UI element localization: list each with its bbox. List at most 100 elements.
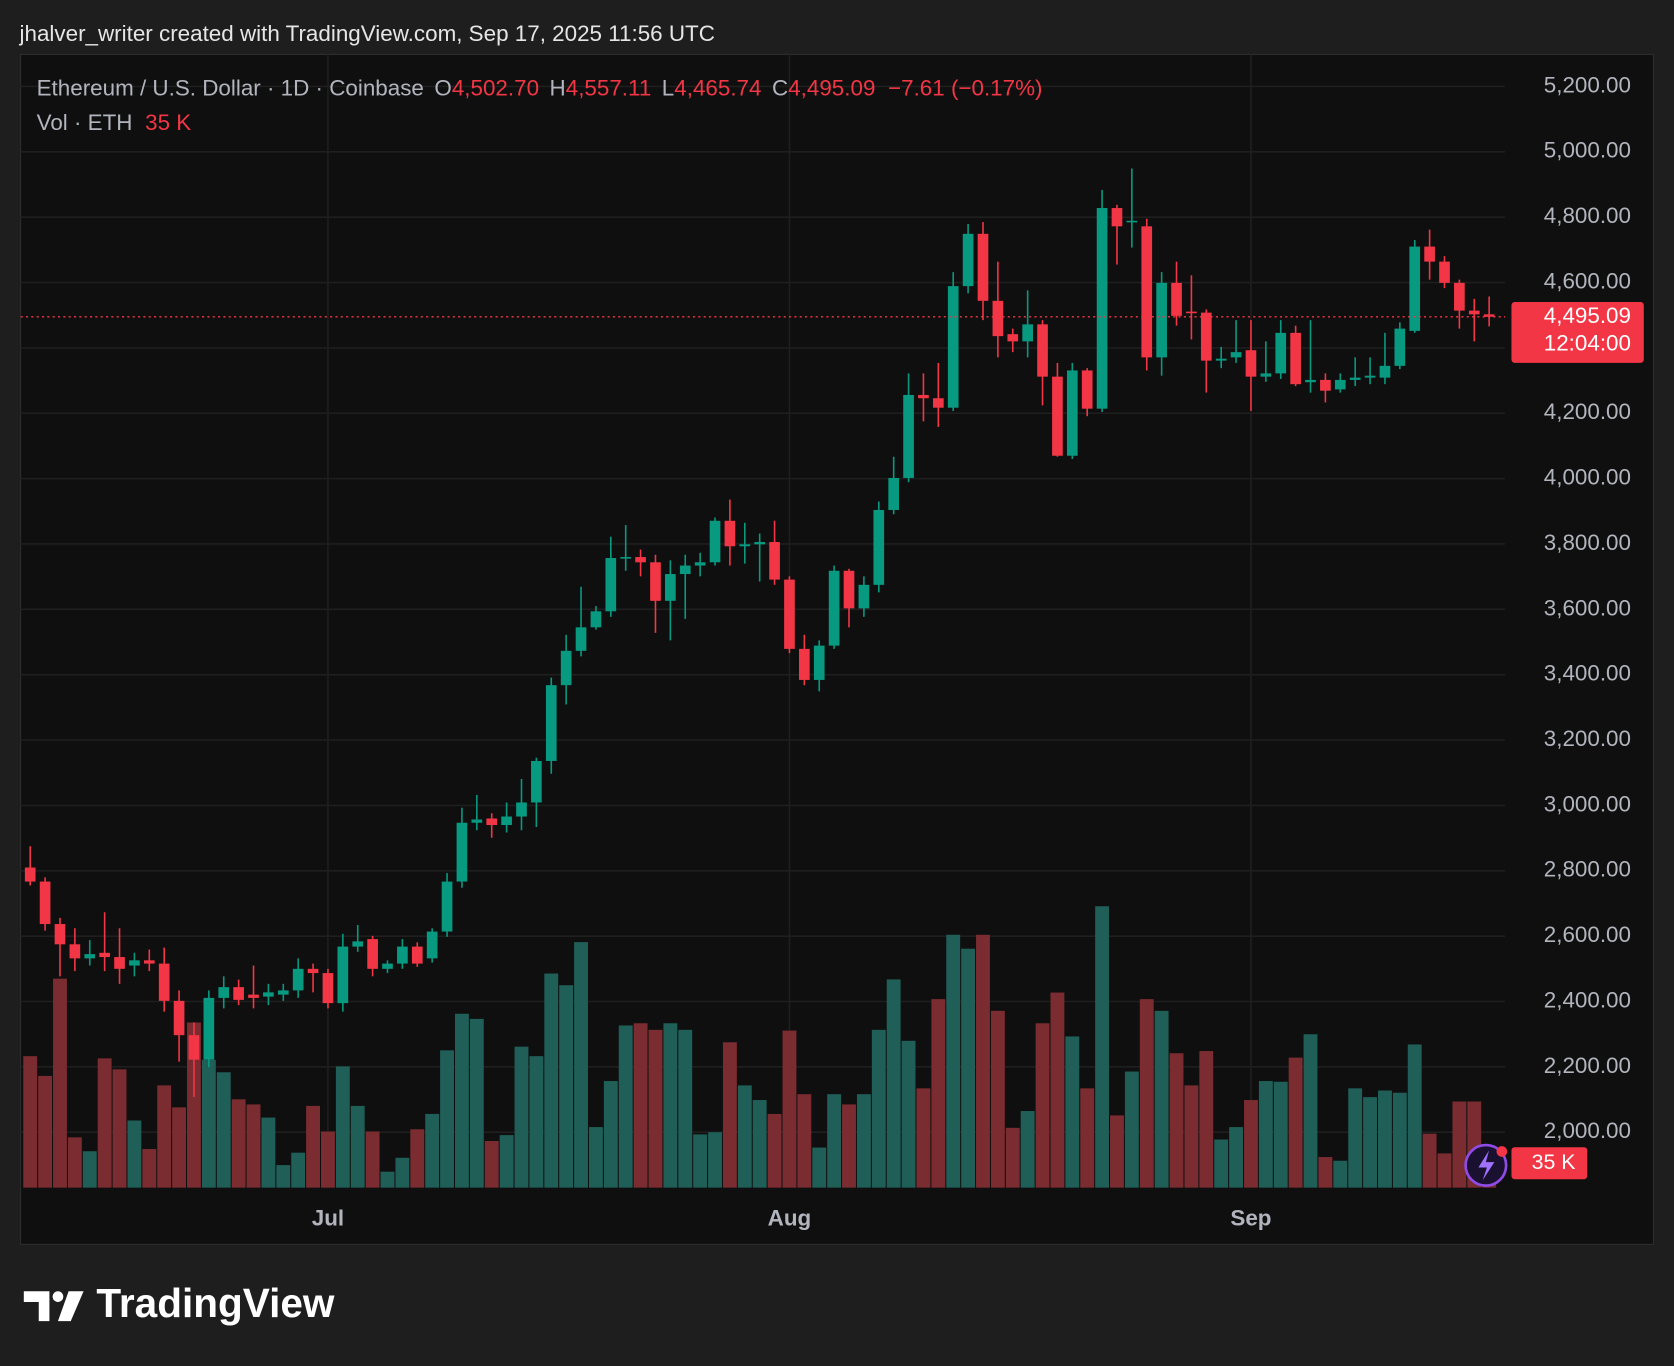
candle-body xyxy=(1081,370,1093,409)
candle-body xyxy=(143,960,155,964)
candle-body xyxy=(501,816,512,826)
volume-bar xyxy=(1333,1160,1348,1188)
volume-bar xyxy=(976,934,990,1188)
volume-bar xyxy=(1005,1127,1020,1188)
volume-bar xyxy=(1258,1081,1273,1188)
volume-bar xyxy=(603,1081,618,1188)
y-tick-label: 4,800.00 xyxy=(1544,203,1631,228)
candle-body xyxy=(263,992,274,997)
candle-body xyxy=(277,990,289,995)
candle-body xyxy=(992,300,1004,337)
candle-body xyxy=(1037,324,1048,377)
price-tag xyxy=(1511,302,1644,363)
candle-body xyxy=(411,946,423,964)
volume-bar xyxy=(946,934,961,1188)
high-key: H xyxy=(550,76,566,101)
volume-bar xyxy=(559,985,574,1188)
volume-bar xyxy=(425,1113,440,1188)
change: −7.61 (−0.17%) xyxy=(888,76,1042,101)
candle-body xyxy=(1126,220,1138,223)
y-tick-label: 3,000.00 xyxy=(1544,791,1631,816)
volume-tag-label: 35 K xyxy=(1532,1150,1576,1174)
volume-bar xyxy=(574,942,588,1188)
volume-bar xyxy=(812,1147,827,1188)
candle-body xyxy=(1349,377,1361,380)
assistant-icon[interactable] xyxy=(1464,1143,1508,1187)
candle-body xyxy=(769,542,780,580)
volume-bar xyxy=(1378,1090,1392,1188)
volume-bar xyxy=(737,1085,752,1188)
candle-body xyxy=(292,968,304,991)
volume-bar xyxy=(365,1131,380,1188)
candle-body xyxy=(516,802,527,817)
candle-body xyxy=(397,946,408,964)
grid xyxy=(20,54,1506,1188)
candle-body xyxy=(99,952,110,958)
close-value: 4,495.09 xyxy=(788,76,875,101)
volume-bar xyxy=(886,979,901,1188)
candle-body xyxy=(203,997,215,1060)
volume-bar xyxy=(395,1157,410,1188)
candle-body xyxy=(1171,282,1182,316)
volume-bar xyxy=(1437,1153,1452,1188)
volume-bar xyxy=(1035,1023,1050,1188)
volume-tag xyxy=(1511,1147,1588,1180)
volume-bar xyxy=(1184,1085,1199,1188)
candle-body xyxy=(962,233,974,287)
candle-body xyxy=(724,520,736,547)
candle-body xyxy=(1260,373,1272,377)
volume-bar xyxy=(1452,1101,1467,1188)
candle-body xyxy=(233,987,244,1000)
candle-body xyxy=(426,931,438,959)
y-tick-label: 2,600.00 xyxy=(1544,922,1631,947)
volume-bar xyxy=(306,1105,321,1188)
y-tick-label: 3,800.00 xyxy=(1544,530,1631,555)
candle-body xyxy=(1066,370,1078,456)
chart-panel xyxy=(20,53,1654,1245)
volume-bar xyxy=(752,1100,767,1188)
candle-body xyxy=(873,509,885,585)
volume-bar xyxy=(1065,1036,1080,1188)
volume-bar xyxy=(1392,1092,1407,1188)
candle-body xyxy=(932,398,944,408)
candle-body xyxy=(24,867,36,882)
volume-bar xyxy=(23,1056,38,1188)
symbol: Ethereum / U.S. Dollar · 1D · Coinbase xyxy=(37,76,424,101)
candle-body xyxy=(173,1000,185,1036)
candle-body xyxy=(54,924,66,945)
volume-bar xyxy=(246,1104,261,1188)
candle-body xyxy=(1022,324,1033,342)
candle-body xyxy=(1215,358,1227,361)
candle-body xyxy=(560,650,572,686)
candle-body xyxy=(1305,379,1316,383)
candle-body xyxy=(188,1035,200,1060)
candle-body xyxy=(1186,311,1197,314)
candle-body xyxy=(322,973,334,1004)
candle-body xyxy=(1364,375,1376,378)
candle-body xyxy=(709,520,721,563)
candle-body xyxy=(888,477,900,510)
volume-bar xyxy=(797,1094,812,1188)
candle-body xyxy=(1334,379,1346,390)
volume-bar xyxy=(484,1140,499,1188)
volume-bar xyxy=(201,1059,216,1188)
candle-body xyxy=(739,544,751,547)
volume-bar xyxy=(380,1171,395,1188)
volume-bar xyxy=(663,1023,678,1188)
candle-body xyxy=(799,648,810,680)
candle-body xyxy=(158,963,170,1001)
x-tick-label: Aug xyxy=(768,1206,812,1231)
candle-body xyxy=(679,565,691,575)
y-tick-label: 4,000.00 xyxy=(1544,465,1631,490)
y-tick-label: 3,600.00 xyxy=(1544,595,1631,620)
candle-body xyxy=(1230,352,1242,358)
high-value: 4,557.11 xyxy=(566,76,652,101)
candle-body xyxy=(918,394,929,399)
y-tick-label: 2,800.00 xyxy=(1544,857,1631,882)
candle-body xyxy=(1096,208,1108,409)
volume-bar xyxy=(1199,1051,1214,1188)
candle-body xyxy=(545,685,557,761)
candle-body xyxy=(650,562,661,601)
volume-bar xyxy=(827,1094,842,1188)
